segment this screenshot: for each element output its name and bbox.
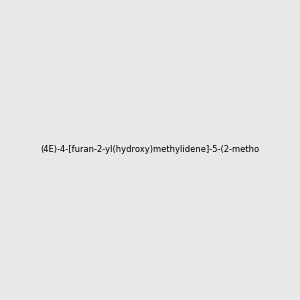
Text: (4E)-4-[furan-2-yl(hydroxy)methylidene]-5-(2-metho: (4E)-4-[furan-2-yl(hydroxy)methylidene]-… [40,146,260,154]
